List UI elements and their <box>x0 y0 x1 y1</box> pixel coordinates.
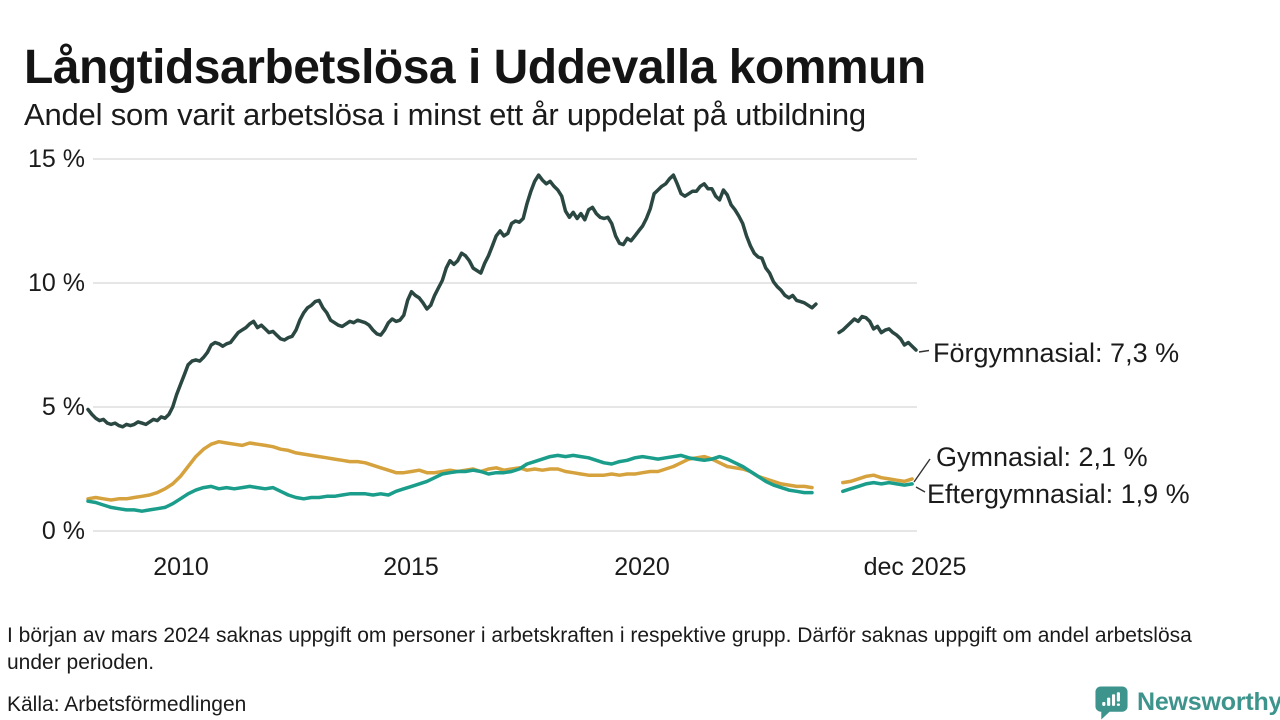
series-end-label-forgymnasial: Förgymnasial: 7,3 % <box>933 338 1180 368</box>
leader-lines <box>913 349 931 493</box>
y-axis-tick-10: 10 % <box>28 269 85 297</box>
x-axis-tick-2015: 2015 <box>383 553 439 581</box>
newsworthy-logo[interactable]: Newsworthy <box>1094 684 1280 720</box>
y-axis-tick-0: 0 % <box>41 517 85 545</box>
x-axis-tick-dec-2025: dec 2025 <box>863 553 967 581</box>
y-axis-tick-5: 5 % <box>41 393 85 421</box>
gridlines <box>93 158 917 532</box>
series-lines <box>86 173 918 513</box>
leader-line-forgymnasial <box>918 349 930 353</box>
series-line-gymnasial <box>86 439 914 502</box>
leader-line-eftergymnasial <box>915 486 926 493</box>
series-end-label-gymnasial: Gymnasial: 2,1 % <box>936 442 1148 472</box>
source-attribution: Källa: Arbetsförmedlingen <box>7 693 247 716</box>
chart-footnote: I början av mars 2024 saknas uppgift om … <box>7 624 1192 674</box>
x-axis-tick-2010: 2010 <box>153 553 209 581</box>
chart-subtitle: Andel som varit arbetslösa i minst ett å… <box>24 97 866 132</box>
series-line-förgymnasial <box>86 173 918 429</box>
newsworthy-wordmark: Newsworthy <box>1137 688 1280 716</box>
newsworthy-bubble-icon <box>1095 685 1128 720</box>
series-line-eftergymnasial <box>86 453 914 513</box>
y-axis-tick-15: 15 % <box>28 145 85 173</box>
series-end-label-eftergymnasial: Eftergymnasial: 1,9 % <box>927 479 1190 509</box>
x-axis-tick-2020: 2020 <box>614 553 670 581</box>
page-title: Långtidsarbetslösa i Uddevalla kommun <box>24 41 926 95</box>
